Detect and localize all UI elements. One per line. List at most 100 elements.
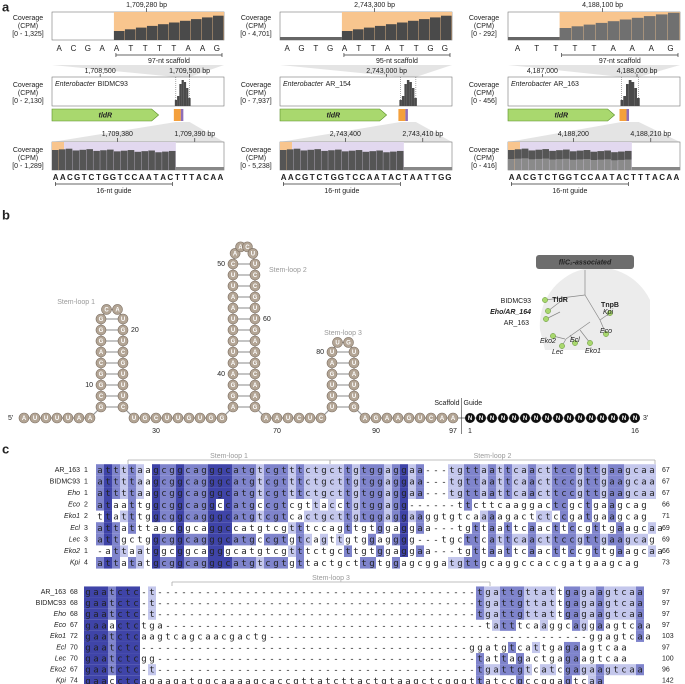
aligned-base: t [313, 489, 318, 499]
conservation-cell [288, 545, 296, 557]
conservation-cell [528, 522, 536, 534]
conservation-cell [476, 608, 484, 620]
conservation-cell [92, 597, 100, 609]
tree-branch [584, 294, 601, 321]
conservation-cell [604, 664, 612, 676]
aligned-base: c [557, 666, 562, 676]
coverage-unit: (CPM) [18, 90, 38, 97]
aligned-base: g [85, 644, 90, 654]
aligned-base: g [569, 512, 574, 522]
aligned-base: c [117, 644, 122, 654]
aligned-base: g [177, 536, 182, 546]
leaf-label: Eho/AR_164 [490, 309, 531, 316]
conservation-cell [520, 487, 528, 499]
conservation-cell [208, 499, 216, 511]
aligned-base: g [613, 621, 618, 631]
conservation-cell [572, 653, 580, 665]
coverage-bar [403, 167, 452, 170]
nucleotide-circle [403, 412, 415, 424]
aligned-base: t [129, 478, 134, 488]
aligned-base: - [245, 588, 250, 598]
nucleotide: A [56, 44, 62, 53]
coverage-bar [528, 150, 536, 170]
guide-nucleotide: N [578, 416, 582, 422]
aligned-base: a [521, 466, 526, 476]
aligned-base: t [145, 547, 150, 557]
conservation-cell [192, 487, 200, 499]
conservation-cell [504, 545, 512, 557]
nucleotide: A [99, 350, 104, 356]
aligned-base: g [505, 512, 510, 522]
aligned-base: c [537, 536, 542, 546]
conservation-cell [280, 510, 288, 523]
aligned-base: - [157, 588, 162, 598]
conservation-cell [224, 499, 232, 511]
nucleotide-circle [249, 324, 261, 336]
aligned-base: t [469, 677, 474, 684]
track-box [507, 76, 681, 107]
aligned-base: t [297, 559, 302, 569]
guide-label: Guide [464, 400, 483, 407]
aligned-base: - [429, 621, 434, 631]
aligned-base: a [181, 677, 186, 684]
aligned-base: g [257, 547, 262, 557]
aligned-base: g [377, 489, 382, 499]
coverage-peak [174, 100, 178, 106]
gene-arrow [507, 108, 616, 122]
aligned-base: - [293, 655, 298, 665]
aligned-base: - [349, 666, 354, 676]
aligned-base: g [153, 478, 158, 488]
conservation-cell [100, 619, 108, 631]
start-position: 1 [84, 490, 88, 497]
conservation-cell [216, 533, 224, 546]
coordinate-label: 2,743,000 bp [366, 68, 407, 75]
conservation-cell [256, 464, 264, 476]
tree-branch [547, 297, 566, 312]
position-label: 16 [631, 428, 639, 435]
aligned-base: c [521, 547, 526, 557]
nucleotide: U [330, 350, 334, 356]
aligned-base: a [597, 588, 602, 598]
leaf-label: Eko1 [585, 348, 601, 355]
aligned-base: c [553, 512, 558, 522]
aligned-base: t [353, 536, 358, 546]
nucleotide: G [346, 341, 351, 347]
aligned-base: a [109, 621, 114, 631]
aligned-base: c [161, 512, 166, 522]
aligned-base: a [493, 621, 498, 631]
coverage-bar [655, 14, 668, 40]
conservation-cell [524, 586, 532, 598]
aligned-base: - [277, 655, 282, 665]
nucleotide: C [297, 416, 302, 422]
nucleotide-circle [249, 269, 261, 281]
aligned-base: g [633, 524, 638, 534]
aligned-base: - [261, 621, 266, 631]
aligned-base: t [121, 512, 126, 522]
conservation-cell [560, 510, 568, 523]
aligned-base: - [301, 599, 306, 609]
conservation-cell [248, 475, 256, 488]
conservation-cell [92, 641, 100, 654]
aligned-base: g [393, 536, 398, 546]
aligned-base: c [225, 501, 230, 511]
conservation-cell [288, 487, 296, 499]
nucleotide-circle [84, 412, 96, 424]
start-position: 70 [70, 644, 78, 651]
nucleotide-circle [359, 412, 371, 424]
nucleotide-circle [249, 280, 261, 292]
conservation-cell [124, 586, 132, 598]
aligned-base: g [85, 677, 90, 684]
nucleotide: C [245, 245, 250, 251]
conservation-cell [540, 597, 548, 609]
gene-label: tldR [555, 112, 569, 119]
conservation-cell [168, 475, 176, 488]
aligned-base: - [441, 489, 446, 499]
aligned-base: - [445, 644, 450, 654]
aligned-base: g [517, 666, 522, 676]
nucleotide: T [118, 173, 123, 182]
conservation-cell [224, 475, 232, 488]
conservation-cell [344, 464, 352, 476]
aligned-base: t [361, 489, 366, 499]
coverage-bar [86, 149, 93, 170]
aligned-base: t [533, 599, 538, 609]
